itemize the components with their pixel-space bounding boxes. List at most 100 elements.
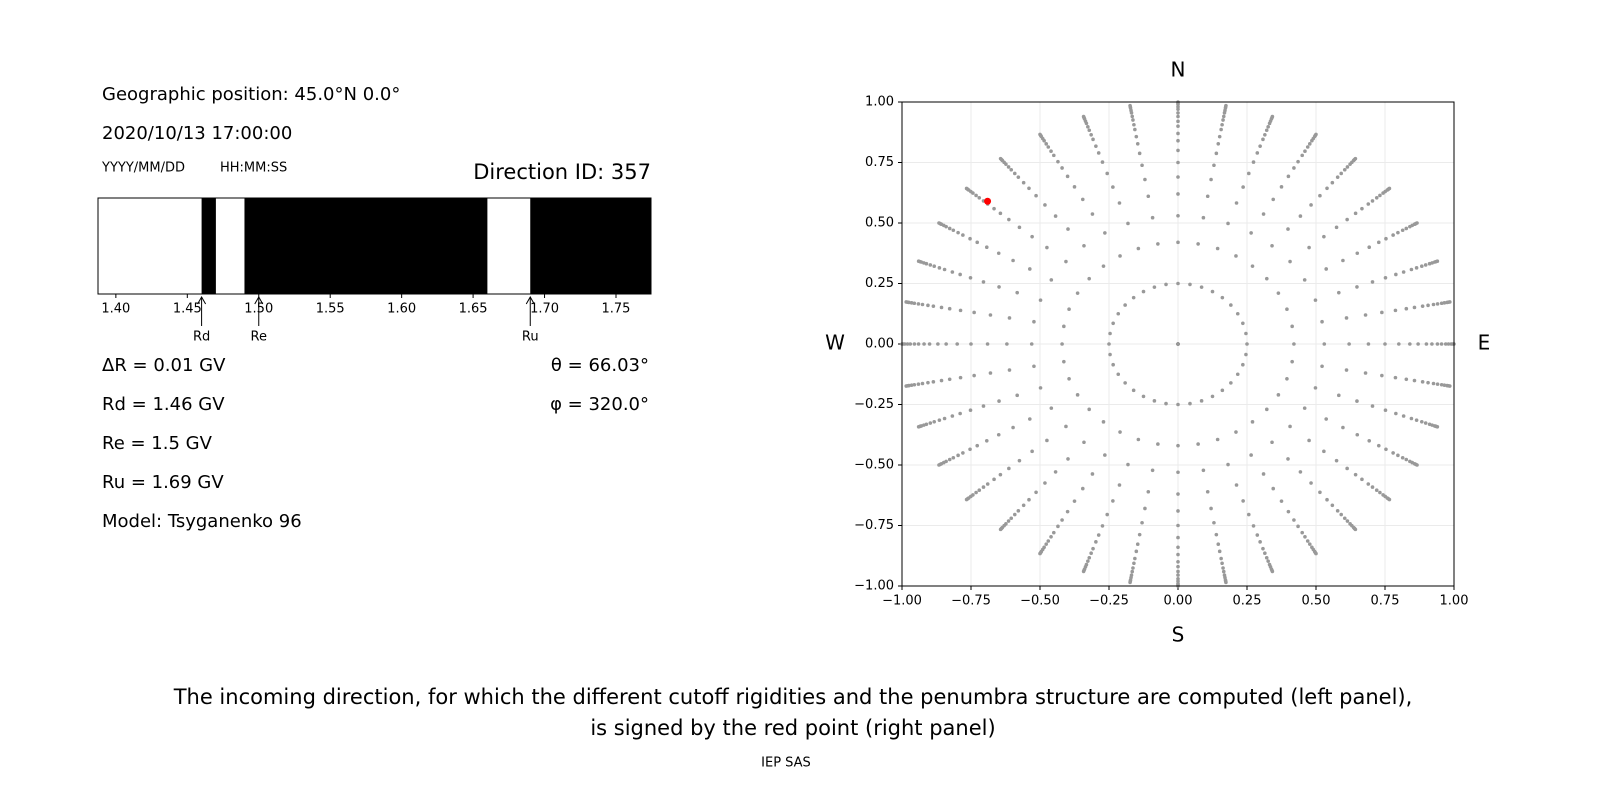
direction-point xyxy=(1263,551,1267,556)
direction-point xyxy=(1100,160,1105,164)
direction-point xyxy=(981,280,986,284)
direction-point xyxy=(1264,407,1269,412)
penumbra-band xyxy=(201,198,216,294)
direction-point xyxy=(1176,573,1180,577)
direction-point xyxy=(1309,203,1313,207)
result: Model: Tsyganenko 96 xyxy=(102,511,302,532)
direction-point xyxy=(926,380,930,385)
direction-point xyxy=(904,300,908,304)
direction-point xyxy=(1146,489,1151,494)
direction-point xyxy=(1140,163,1144,168)
direction-point xyxy=(1123,381,1127,385)
direction-point xyxy=(1288,424,1292,429)
direction-point xyxy=(1176,111,1180,115)
direction-point xyxy=(1007,466,1011,471)
direction-point xyxy=(1176,281,1180,286)
direction-point xyxy=(1176,119,1180,124)
direction-point xyxy=(1030,234,1034,239)
direction-point xyxy=(1394,272,1398,277)
bar-frame xyxy=(97,197,652,295)
direction-point xyxy=(1111,185,1115,189)
direction-point xyxy=(1089,551,1093,556)
direction-point xyxy=(1072,499,1077,503)
direction-point xyxy=(1212,163,1216,168)
direction-point xyxy=(1370,404,1375,408)
direction-point xyxy=(1201,468,1206,473)
direction-point xyxy=(1224,580,1228,585)
direction-point xyxy=(981,485,986,489)
direction-point xyxy=(1234,201,1239,205)
direction-point xyxy=(1355,432,1360,437)
direction-point xyxy=(1397,342,1401,346)
direction-point xyxy=(1176,545,1180,550)
direction-point xyxy=(1404,377,1409,382)
direction-point xyxy=(1384,447,1388,452)
direction-point xyxy=(1439,342,1444,346)
direction-point xyxy=(1043,203,1047,207)
direction-point xyxy=(1006,165,1011,169)
direction-point xyxy=(1021,503,1026,508)
direction-point xyxy=(1387,186,1392,191)
direction-point xyxy=(1044,542,1049,546)
direction-point xyxy=(1374,195,1379,200)
direction-point xyxy=(1188,401,1192,406)
direction-point xyxy=(1255,151,1260,155)
direction-point xyxy=(1116,372,1121,377)
direction-point xyxy=(1188,282,1192,287)
direction-point xyxy=(944,342,948,346)
direction-point xyxy=(1290,359,1294,364)
direction-point xyxy=(1205,194,1210,199)
direction-point xyxy=(1347,342,1351,346)
direction-point xyxy=(988,371,993,375)
direction-point xyxy=(969,342,973,346)
direction-point xyxy=(1435,259,1440,264)
direction-point xyxy=(1288,259,1292,264)
date-format: YYYY/MM/DD xyxy=(101,161,185,176)
caption: The incoming direction, for which the di… xyxy=(173,685,1413,709)
direction-point xyxy=(1309,481,1313,485)
direction-point xyxy=(1015,393,1019,398)
direction-point xyxy=(1176,560,1180,564)
direction-point xyxy=(1307,245,1311,250)
direction-point xyxy=(1296,524,1300,529)
direction-point xyxy=(1394,411,1398,416)
direction-point xyxy=(908,342,913,346)
direction-point xyxy=(1196,442,1200,446)
direction-point xyxy=(1123,303,1127,307)
direction-point xyxy=(1258,144,1262,148)
direction-point xyxy=(977,488,982,493)
direction-point xyxy=(968,408,973,413)
direction-point xyxy=(1080,197,1085,202)
direction-point xyxy=(947,226,952,231)
direction-point xyxy=(1334,225,1339,230)
x-tick-label: −0.25 xyxy=(1089,594,1129,609)
direction-point xyxy=(1176,240,1180,245)
direction-point xyxy=(1300,153,1304,158)
direction-point xyxy=(1241,499,1245,503)
direction-point xyxy=(1442,383,1447,387)
direction-point xyxy=(1391,233,1395,237)
direction-point xyxy=(1400,455,1405,460)
theta: θ = 66.03° xyxy=(551,355,649,376)
y-tick-label: 1.00 xyxy=(865,95,894,110)
direction-point xyxy=(932,420,937,424)
direction-point xyxy=(905,342,910,346)
direction-point xyxy=(1376,443,1381,448)
direction-point xyxy=(1318,490,1322,495)
direction-point xyxy=(988,313,993,317)
direction-point xyxy=(1249,453,1253,457)
direction-point xyxy=(1383,275,1388,280)
direction-point xyxy=(974,193,978,198)
direction-point xyxy=(1380,310,1384,315)
position: Geographic position: 45.0°N 0.0° xyxy=(102,84,400,105)
direction-point xyxy=(1065,174,1070,179)
direction-point xyxy=(916,424,921,429)
direction-point xyxy=(1344,368,1349,372)
direction-point xyxy=(1383,342,1387,346)
direction-point xyxy=(1130,114,1135,119)
direction-point xyxy=(942,416,947,421)
direction-point xyxy=(1246,171,1251,176)
y-tick-label: −0.25 xyxy=(854,397,894,412)
direction-point xyxy=(1140,520,1144,525)
compass-west: W xyxy=(825,331,845,355)
